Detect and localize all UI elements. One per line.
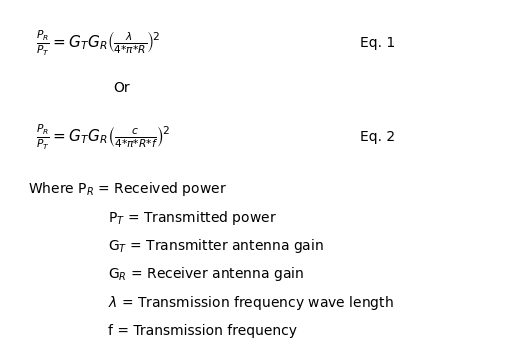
Text: Or: Or xyxy=(113,82,130,95)
Text: $\frac{P_R}{P_T} = G_T G_R \left(\frac{c}{4{*}\pi{*}R{*}f}\right)^{\!2}$: $\frac{P_R}{P_T} = G_T G_R \left(\frac{c… xyxy=(36,122,170,152)
Text: Where P$_R$ = Received power: Where P$_R$ = Received power xyxy=(28,180,227,198)
Text: Eq. 1: Eq. 1 xyxy=(360,36,396,50)
Text: G$_T$ = Transmitter antenna gain: G$_T$ = Transmitter antenna gain xyxy=(108,237,324,255)
Text: $\frac{P_R}{P_T} = G_T G_R \left(\frac{\lambda}{4{*}\pi{*}R}\right)^{\!2}$: $\frac{P_R}{P_T} = G_T G_R \left(\frac{\… xyxy=(36,29,160,58)
Text: Eq. 2: Eq. 2 xyxy=(360,130,396,144)
Text: G$_R$ = Receiver antenna gain: G$_R$ = Receiver antenna gain xyxy=(108,265,304,283)
Text: f = Transmission frequency: f = Transmission frequency xyxy=(108,324,297,338)
Text: $\lambda$ = Transmission frequency wave length: $\lambda$ = Transmission frequency wave … xyxy=(108,294,394,312)
Text: P$_T$ = Transmitted power: P$_T$ = Transmitted power xyxy=(108,209,277,227)
